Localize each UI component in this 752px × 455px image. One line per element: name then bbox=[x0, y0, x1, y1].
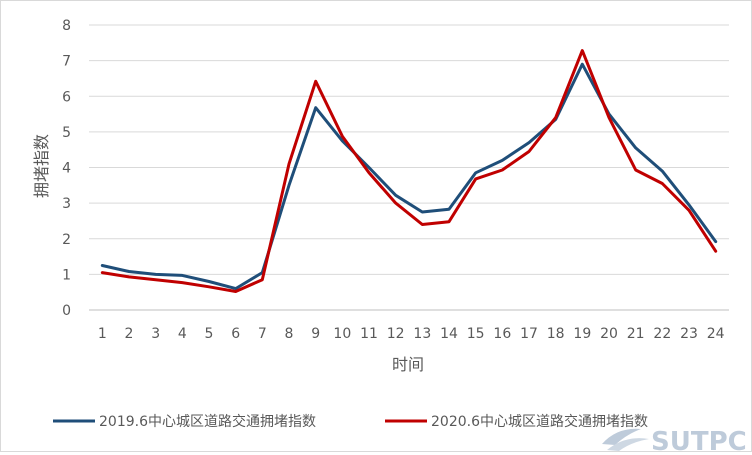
x-tick-label: 15 bbox=[467, 326, 485, 342]
x-tick-label: 2 bbox=[125, 326, 134, 342]
x-tick-label: 4 bbox=[178, 326, 187, 342]
series-line-2019 bbox=[100, 62, 718, 291]
sutpc-logo-icon bbox=[602, 428, 649, 451]
x-tick-label: 14 bbox=[440, 326, 458, 342]
x-tick-label: 20 bbox=[600, 326, 618, 342]
x-tick-label: 12 bbox=[387, 326, 405, 342]
x-tick-label: 9 bbox=[311, 326, 320, 342]
x-tick-label: 5 bbox=[205, 326, 214, 342]
x-tick-label: 3 bbox=[151, 326, 160, 342]
x-tick-label: 7 bbox=[258, 326, 267, 342]
x-axis-title: 时间 bbox=[392, 355, 424, 374]
x-tick-label: 13 bbox=[413, 326, 431, 342]
x-tick-label: 16 bbox=[493, 326, 511, 342]
x-tick-label: 10 bbox=[333, 326, 351, 342]
watermark-text: SUTPC bbox=[651, 427, 747, 451]
x-axis-ticks: 1 2 3 4 5 6 7 8 9 10 11 12 13 14 15 16 17 18 19 20 21 22 23 24 bbox=[98, 326, 725, 342]
y-tick-label: 3 bbox=[62, 196, 71, 212]
y-tick-label: 5 bbox=[62, 125, 71, 141]
x-tick-label: 11 bbox=[360, 326, 378, 342]
x-tick-label: 8 bbox=[285, 326, 294, 342]
watermark: SUTPC bbox=[602, 427, 747, 455]
series-lines bbox=[100, 49, 718, 293]
legend: 2019.6中心城区道路交通拥堵指数 2020.6中心城区道路交通拥堵指数 bbox=[53, 413, 648, 430]
y-tick-label: 2 bbox=[62, 232, 71, 248]
legend-label-2019: 2019.6中心城区道路交通拥堵指数 bbox=[99, 413, 316, 430]
y-tick-label: 1 bbox=[62, 267, 71, 283]
x-tick-label: 1 bbox=[98, 326, 107, 342]
y-tick-label: 7 bbox=[62, 54, 71, 70]
y-axis-title: 拥堵指数 bbox=[32, 134, 51, 198]
y-tick-label: 0 bbox=[62, 303, 71, 319]
x-tick-label: 17 bbox=[520, 326, 538, 342]
y-tick-label: 8 bbox=[62, 18, 71, 34]
x-tick-label: 24 bbox=[707, 326, 725, 342]
x-tick-label: 23 bbox=[680, 326, 698, 342]
x-tick-label: 21 bbox=[627, 326, 645, 342]
x-tick-label: 19 bbox=[573, 326, 591, 342]
y-tick-label: 6 bbox=[62, 89, 71, 105]
x-tick-label: 6 bbox=[231, 326, 240, 342]
legend-label-2020: 2020.6中心城区道路交通拥堵指数 bbox=[431, 413, 648, 430]
y-axis-ticks: 0 1 2 3 4 5 6 7 8 bbox=[62, 18, 71, 319]
gridlines bbox=[89, 24, 729, 311]
y-tick-label: 4 bbox=[62, 161, 71, 177]
x-tick-label: 18 bbox=[547, 326, 565, 342]
x-tick-label: 22 bbox=[653, 326, 671, 342]
series-line-2020 bbox=[100, 49, 718, 293]
